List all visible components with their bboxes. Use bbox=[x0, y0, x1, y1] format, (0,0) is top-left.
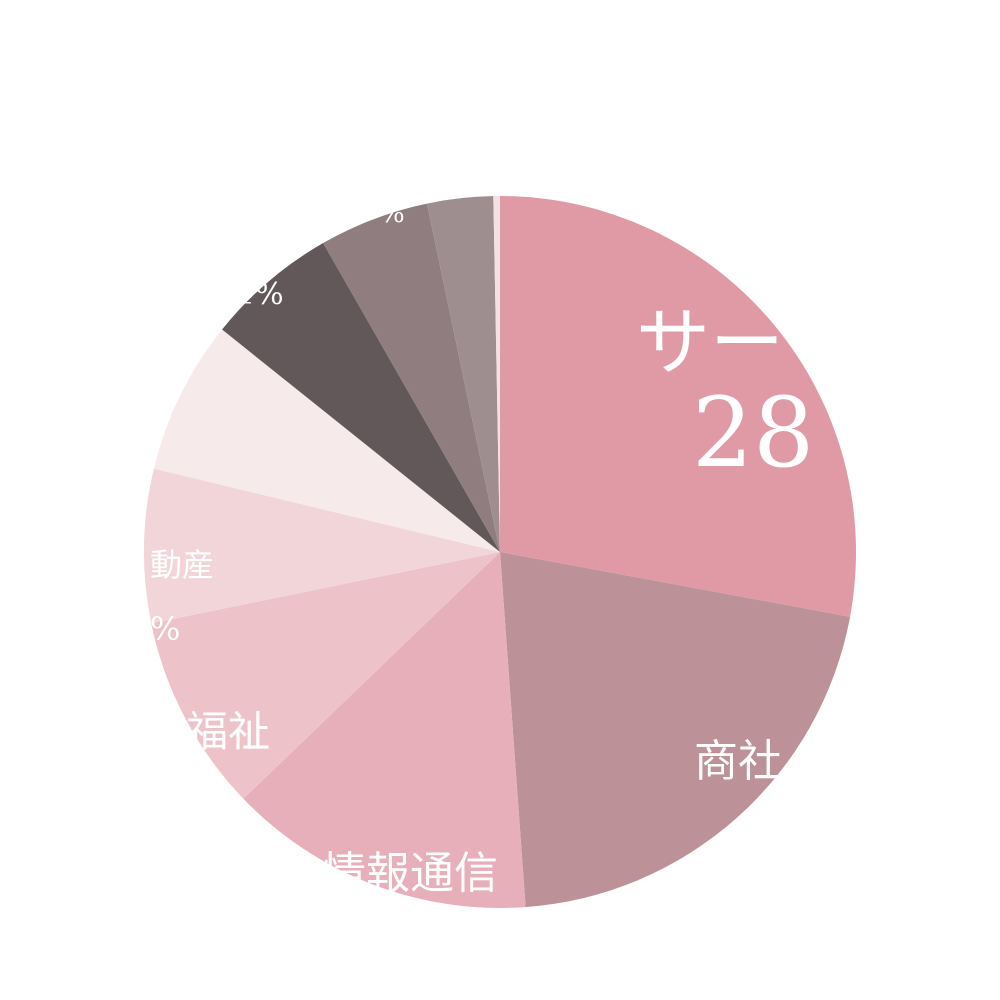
pie-labels: サー 28 商社 情報通信 福祉 動産 % 1% % bbox=[150, 199, 814, 899]
pct-label-realestate: % bbox=[150, 610, 180, 648]
label-service: サー bbox=[636, 300, 784, 386]
pie-slice-4 bbox=[151, 552, 501, 799]
pct-label-slice-7: 1% bbox=[236, 277, 284, 312]
label-welfare: 福祉 bbox=[186, 707, 270, 756]
pie-slice-2 bbox=[500, 552, 851, 908]
label-trading: 商社 bbox=[694, 736, 782, 787]
pie-slice-6 bbox=[153, 329, 500, 552]
pie-slices bbox=[144, 195, 857, 909]
pie-slice-10 bbox=[493, 195, 500, 552]
label-ict: 情報通信 bbox=[322, 848, 498, 899]
pie-slice-5 bbox=[144, 468, 501, 624]
label-realestate: 動産 bbox=[150, 546, 214, 584]
pct-label-slice-8: % bbox=[380, 199, 405, 229]
pie-slice-1 bbox=[500, 196, 857, 617]
pie-slice-3 bbox=[243, 552, 526, 909]
pct-label-service: 28 bbox=[692, 377, 814, 489]
pie-slice-8 bbox=[323, 203, 500, 552]
pie-slice-7 bbox=[222, 243, 500, 553]
pie-slice-9 bbox=[426, 196, 500, 552]
